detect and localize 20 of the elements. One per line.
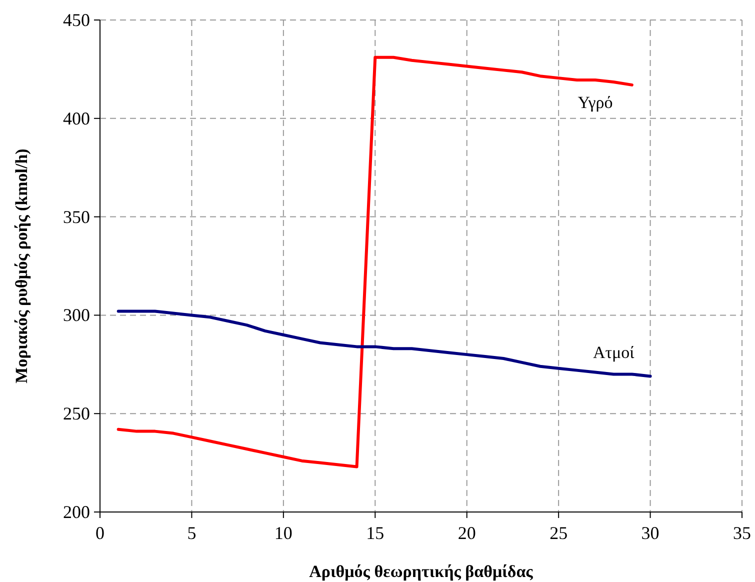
y-tick-label: 400: [63, 108, 90, 128]
x-tick-label: 25: [550, 523, 568, 543]
y-tick-label: 200: [63, 502, 90, 522]
y-tick-label: 250: [63, 404, 90, 424]
x-tick-label: 10: [274, 523, 292, 543]
y-axis-title: Μοριακός ρυθμός ροής (kmol/h): [12, 148, 31, 384]
y-tick-label: 350: [63, 206, 90, 227]
series-label: Υγρό: [578, 93, 613, 112]
x-tick-label: 5: [187, 523, 196, 543]
x-tick-label: 20: [458, 523, 476, 543]
x-tick-label: 15: [366, 523, 384, 543]
x-tick-label: 35: [733, 523, 751, 543]
y-tick-label: 300: [63, 305, 90, 326]
line-series: [116, 56, 634, 468]
x-tick-label: 30: [641, 523, 660, 543]
x-axis-title: Αριθμός θεωρητικής βαθμίδας: [309, 562, 534, 581]
series-label: Ατμοί: [592, 343, 635, 362]
line-series: [116, 310, 652, 378]
y-tick-label: 450: [63, 10, 90, 30]
x-tick-label: 0: [96, 523, 104, 543]
